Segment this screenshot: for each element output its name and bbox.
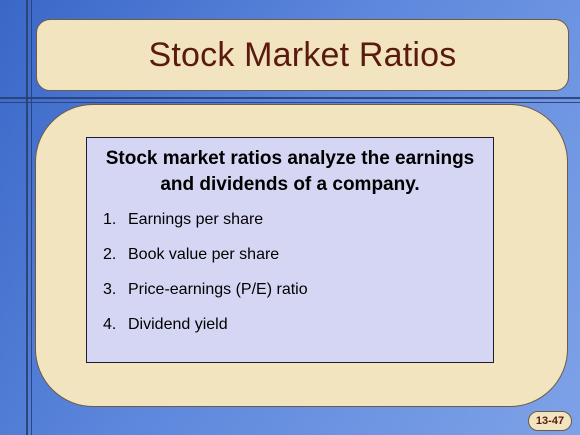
list-item: 4. Dividend yield — [103, 307, 483, 342]
list-item: 1. Earnings per share — [103, 202, 483, 237]
list-item: 3. Price-earnings (P/E) ratio — [103, 272, 483, 307]
list-item-number: 4. — [103, 316, 117, 333]
list-item-number: 1. — [103, 211, 117, 228]
decorative-horizontal-line — [0, 102, 580, 103]
list-item-label: Book value per share — [128, 246, 280, 263]
text-box: Stock market ratios analyze the earnings… — [86, 137, 494, 363]
decorative-vertical-line — [26, 0, 28, 435]
intro-text: Stock market ratios analyze the earnings… — [105, 148, 475, 195]
slide-number-badge: 13-47 — [528, 411, 572, 431]
list-item: 2. Book value per share — [103, 237, 483, 272]
decorative-horizontal-line — [0, 97, 580, 99]
list-item-number: 2. — [103, 246, 117, 263]
title-panel: Stock Market Ratios — [36, 19, 569, 91]
list-item-label: Price-earnings (P/E) ratio — [128, 281, 308, 298]
slide-title: Stock Market Ratios — [148, 35, 457, 74]
decorative-vertical-line — [31, 0, 32, 435]
ratio-list: 1. Earnings per share 2. Book value per … — [97, 202, 483, 342]
list-item-label: Dividend yield — [128, 316, 228, 333]
list-item-label: Earnings per share — [128, 211, 264, 228]
list-item-number: 3. — [103, 281, 117, 298]
